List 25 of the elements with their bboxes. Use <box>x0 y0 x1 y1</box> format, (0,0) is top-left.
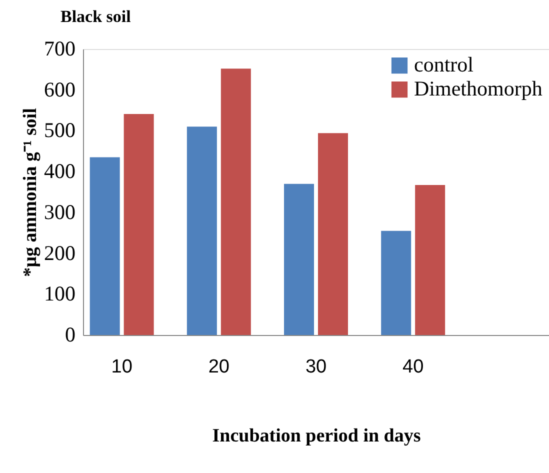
y-tick-label: 500 <box>44 118 76 142</box>
bar <box>415 185 446 335</box>
x-tick-label: 20 <box>208 356 230 378</box>
y-tick-label: 400 <box>44 159 76 184</box>
bar <box>124 114 154 335</box>
chart-title: Black soil <box>60 7 132 26</box>
y-tick-label: 0 <box>65 322 76 346</box>
y-tick-label: 600 <box>44 77 76 102</box>
x-tick-label: 30 <box>305 356 327 378</box>
x-tick-label: 40 <box>402 356 424 378</box>
y-tick-label: 200 <box>44 240 76 265</box>
y-tick-label: 700 <box>44 36 76 60</box>
y-tick-label: 300 <box>44 200 76 224</box>
y-tick-label: 100 <box>44 282 76 306</box>
bar <box>220 68 251 335</box>
bar <box>186 126 217 335</box>
bar <box>284 184 314 335</box>
bar <box>381 230 412 335</box>
bar <box>90 157 120 335</box>
x-axis-title: Incubation period in days <box>212 426 421 446</box>
legend-label: control <box>414 52 474 76</box>
bar <box>318 133 348 335</box>
legend-label: Dimethomorph <box>414 76 543 100</box>
x-tick-label: 10 <box>111 356 132 378</box>
y-axis-title: *µg ammonia g⁻¹ soil <box>20 108 41 277</box>
